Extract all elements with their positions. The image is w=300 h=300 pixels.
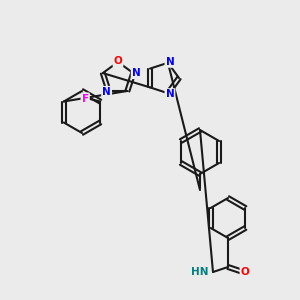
Text: N: N — [166, 89, 174, 99]
Text: O: O — [114, 56, 122, 66]
Text: O: O — [241, 267, 249, 277]
Text: N: N — [102, 87, 111, 97]
Text: F: F — [82, 94, 89, 103]
Text: N: N — [166, 57, 174, 67]
Text: HN: HN — [190, 267, 208, 277]
Text: N: N — [132, 68, 141, 78]
